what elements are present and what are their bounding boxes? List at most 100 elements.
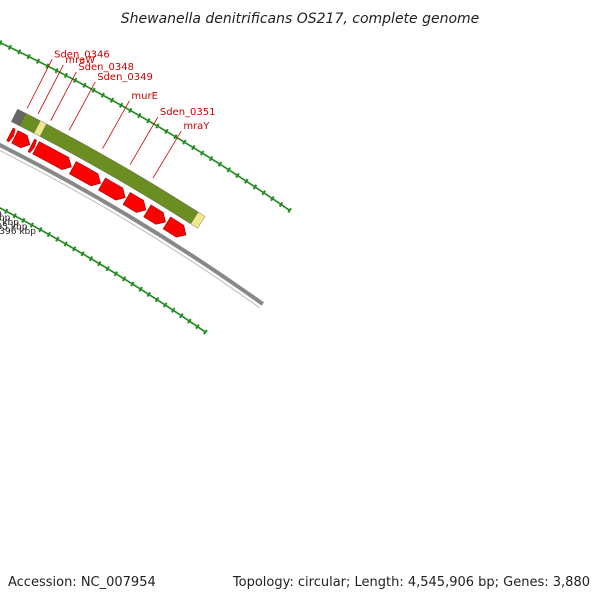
outer-tick [166, 131, 170, 134]
outer-tick [94, 90, 97, 93]
outer-tick [17, 50, 20, 53]
outer-tick [3, 43, 7, 47]
outer-tick [215, 160, 218, 164]
outer-tick [88, 87, 92, 90]
outer-tick [2, 43, 5, 46]
outer-tick [214, 160, 217, 163]
outer-tick [164, 128, 169, 135]
outer-tick [221, 164, 224, 168]
outer-tick [185, 142, 189, 145]
outer-tick [276, 200, 279, 204]
gene-leader-line [37, 64, 64, 115]
outer-tick [265, 193, 269, 197]
outer-tick [40, 61, 43, 65]
outer-tick [268, 195, 272, 198]
outer-tick [24, 54, 28, 57]
outer-tick [82, 83, 85, 86]
outer-tick [175, 136, 178, 139]
outer-tick [149, 121, 153, 124]
outer-tick [141, 116, 145, 119]
outer-tick [216, 161, 219, 164]
outer-tick [54, 67, 59, 74]
outer-tick [158, 126, 162, 129]
outer-tick [259, 189, 263, 193]
outer-tick [261, 190, 265, 194]
outer-tick [166, 130, 169, 134]
outer-tick [82, 82, 87, 88]
outer-tick [97, 91, 100, 94]
outer-tick [38, 61, 42, 64]
genome-backbone [0, 142, 264, 309]
outer-tick [191, 145, 194, 149]
outer-tick [266, 194, 270, 197]
outer-tick [274, 199, 278, 203]
outer-tick [66, 75, 70, 78]
outer-tick [127, 108, 130, 111]
outer-tick [244, 178, 249, 184]
outer-tick [196, 149, 199, 152]
outer-tick [155, 124, 158, 127]
gene-leader-line [102, 100, 130, 149]
outer-tick [65, 74, 69, 78]
outer-tick [26, 53, 31, 60]
outer-tick [140, 116, 144, 119]
outer-tick [265, 193, 268, 196]
outer-tick [180, 139, 183, 142]
outer-tick [247, 181, 251, 185]
outer-tick [275, 200, 278, 203]
outer-tick [118, 103, 121, 106]
outer-tick [84, 84, 87, 87]
outer-tick [267, 195, 271, 198]
gene-label: Sden_0348 [78, 62, 134, 73]
outer-tick [258, 189, 262, 192]
outer-tick [128, 107, 133, 114]
outer-tick [108, 97, 111, 100]
outer-tick [129, 109, 133, 113]
outer-tick [287, 208, 291, 211]
outer-tick [204, 154, 207, 157]
outer-tick [132, 111, 136, 114]
outer-tick [213, 159, 216, 163]
outer-tick [197, 149, 200, 153]
outer-tick [223, 165, 226, 169]
outer-tick [252, 184, 258, 190]
outer-tick [86, 86, 90, 89]
outer-tick [190, 145, 193, 148]
outer-tick [0, 42, 3, 45]
outer-tick [145, 118, 148, 121]
outer-tick [244, 179, 247, 182]
outer-tick [91, 87, 96, 93]
outer-tick [237, 174, 240, 178]
outer-tick [184, 142, 188, 145]
tick-marks [0, 40, 292, 335]
outer-tick [117, 102, 120, 105]
outer-tick [157, 125, 161, 129]
outer-tick [219, 163, 223, 166]
outer-tick [258, 188, 261, 192]
outer-tick [136, 113, 139, 116]
outer-tick [90, 88, 94, 91]
topology-summary: Topology: circular; Length: 4,545,906 bp… [232, 575, 590, 590]
outer-tick [85, 85, 88, 88]
outer-tick [135, 112, 138, 116]
outer-tick [35, 59, 39, 62]
outer-tick [102, 94, 105, 97]
outer-tick [212, 159, 215, 162]
outer-tick [251, 184, 254, 187]
outer-tick [248, 182, 252, 185]
gc-content-segment [190, 211, 206, 229]
outer-tick [103, 95, 106, 98]
outer-tick [123, 106, 127, 109]
outer-tick [41, 62, 44, 65]
outer-tick [167, 131, 171, 135]
outer-tick [284, 206, 288, 210]
outer-tick [255, 186, 258, 190]
outer-tick [154, 123, 157, 127]
outer-tick [63, 73, 67, 77]
outer-tick [139, 115, 143, 118]
gene-label: mraW [65, 55, 95, 66]
outer-tick [70, 77, 73, 80]
outer-tick [229, 169, 232, 173]
outer-tick [0, 40, 3, 46]
outer-tick [280, 203, 284, 207]
